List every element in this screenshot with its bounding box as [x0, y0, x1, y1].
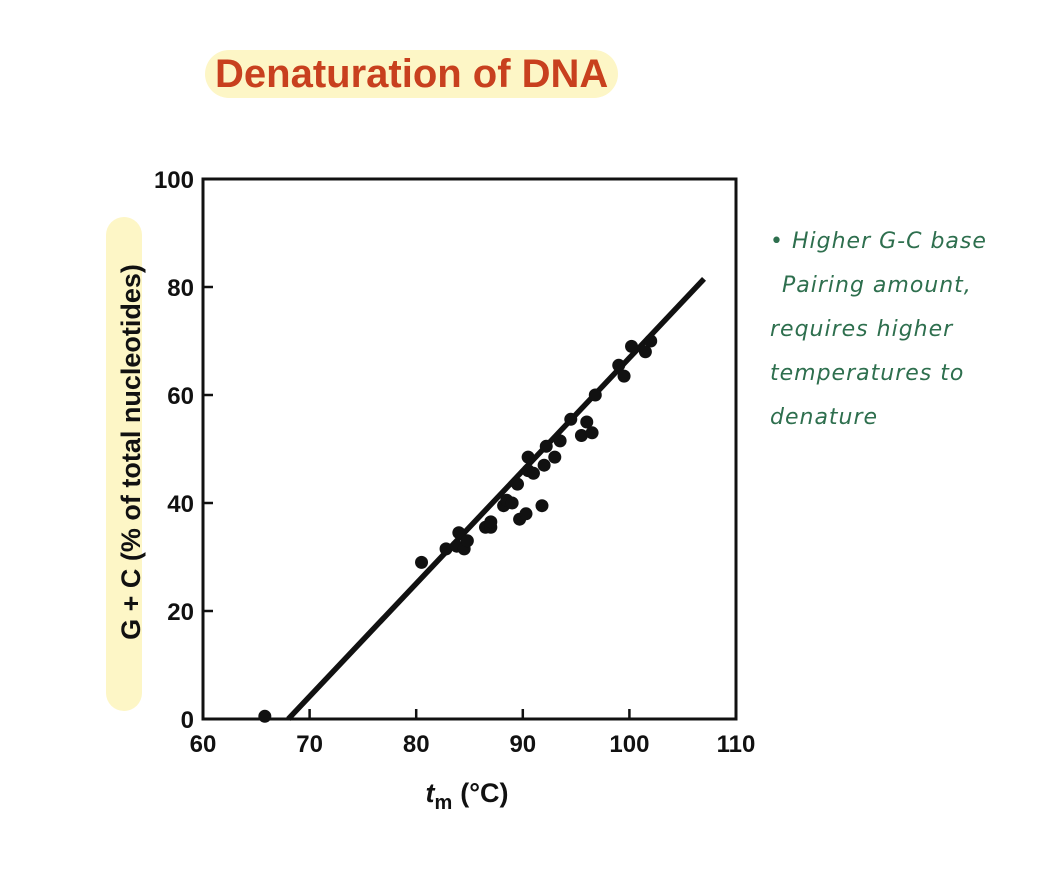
data-point-26 — [580, 415, 594, 429]
data-point-30 — [617, 369, 631, 383]
data-point-2 — [439, 542, 453, 556]
data-point-32 — [638, 345, 652, 359]
x-axis-label: tm (°C) — [425, 778, 508, 814]
data-point-21 — [539, 439, 553, 453]
data-point-27 — [585, 426, 599, 440]
y-tick-label-20: 20 — [167, 599, 194, 626]
title-highlight: Denaturation of DNA — [205, 50, 619, 98]
data-point-23 — [553, 434, 567, 448]
tick-labels: 60 70 80 90 100 110 0 20 40 60 80 100 — [154, 167, 755, 758]
axis-ticks — [203, 285, 631, 719]
x-axis-label-main: t — [425, 778, 435, 808]
data-point-17 — [521, 450, 535, 464]
data-point-31 — [625, 339, 639, 353]
data-point-18 — [526, 466, 540, 480]
data-point-20 — [537, 458, 551, 472]
x-tick-label-60: 60 — [190, 731, 217, 758]
data-point-9 — [484, 515, 498, 529]
data-point-13 — [510, 477, 524, 491]
data-point-4 — [452, 526, 466, 540]
data-point-24 — [564, 412, 578, 426]
note-line-1: • Higher G-C base — [770, 229, 987, 254]
x-axis-label-unit: (°C) — [460, 778, 508, 808]
note-line-3: requires higher — [770, 317, 954, 342]
data-point-6 — [460, 534, 474, 548]
x-tick-label-80: 80 — [403, 731, 430, 758]
data-points — [258, 334, 658, 723]
data-point-25 — [574, 429, 588, 442]
y-axis-label: G + C (% of total nucleotides) — [116, 264, 146, 640]
x-tick-label-110: 110 — [717, 731, 756, 758]
gc-content-chart: 60 70 80 90 100 110 0 20 40 60 80 100 G + C (% of t… — [106, 167, 755, 814]
data-point-15 — [519, 507, 533, 521]
note-line-4: temperatures to — [770, 361, 965, 386]
data-point-19 — [535, 499, 549, 513]
x-tick-label-90: 90 — [509, 731, 536, 758]
note-line-2: Pairing amount, — [782, 273, 972, 298]
data-point-22 — [548, 450, 562, 464]
data-point-1 — [415, 555, 429, 569]
y-tick-label-40: 40 — [167, 491, 194, 518]
y-tick-label-100: 100 — [154, 167, 194, 194]
data-point-12 — [505, 496, 519, 510]
data-point-33 — [644, 334, 658, 348]
y-tick-label-60: 60 — [167, 383, 194, 410]
note-line-5: denature — [770, 405, 879, 430]
trend-line — [286, 277, 707, 721]
y-tick-label-0: 0 — [181, 707, 194, 734]
plot-frame — [201, 177, 738, 721]
page-title: Denaturation of DNA — [215, 52, 609, 96]
y-tick-label-80: 80 — [167, 275, 194, 302]
data-point-28 — [588, 388, 602, 402]
handwritten-note: • Higher G-C base Pairing amount, requir… — [770, 220, 1050, 440]
x-tick-label-70: 70 — [296, 731, 323, 758]
data-point-29 — [612, 358, 626, 372]
x-tick-label-100: 100 — [609, 731, 649, 758]
data-point-0 — [258, 709, 272, 723]
x-axis-label-sub: m — [434, 792, 452, 814]
ylabel-highlight — [106, 217, 142, 711]
